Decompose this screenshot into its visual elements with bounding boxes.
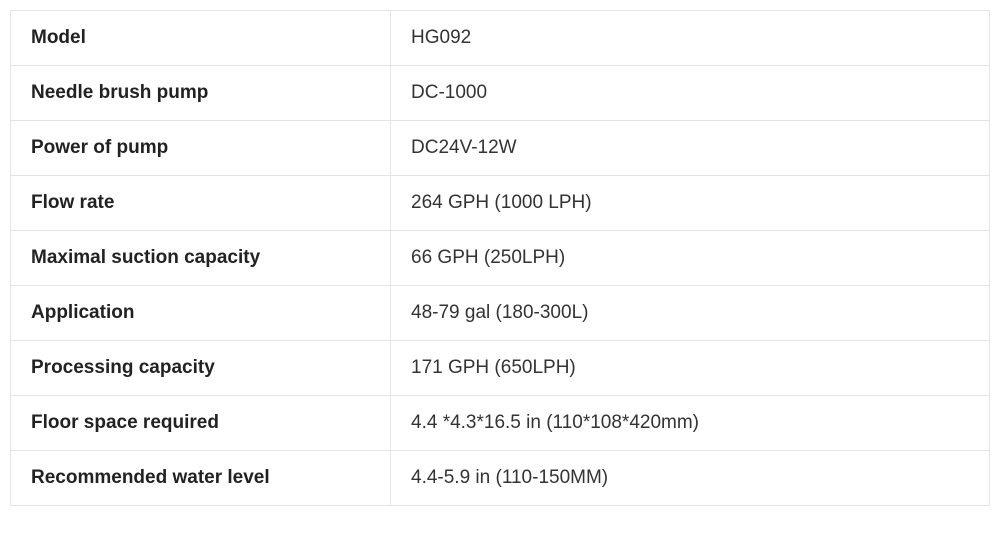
table-row: Model HG092 xyxy=(11,11,990,66)
spec-value: 66 GPH (250LPH) xyxy=(391,231,990,286)
spec-value: DC-1000 xyxy=(391,66,990,121)
spec-label: Model xyxy=(11,11,391,66)
spec-value: 171 GPH (650LPH) xyxy=(391,341,990,396)
table-row: Processing capacity 171 GPH (650LPH) xyxy=(11,341,990,396)
table-row: Flow rate 264 GPH (1000 LPH) xyxy=(11,176,990,231)
spec-label: Application xyxy=(11,286,391,341)
spec-label: Needle brush pump xyxy=(11,66,391,121)
spec-value: DC24V-12W xyxy=(391,121,990,176)
table-row: Floor space required 4.4 *4.3*16.5 in (1… xyxy=(11,396,990,451)
spec-value: 264 GPH (1000 LPH) xyxy=(391,176,990,231)
spec-label: Floor space required xyxy=(11,396,391,451)
table-row: Power of pump DC24V-12W xyxy=(11,121,990,176)
spec-value: 48-79 gal (180-300L) xyxy=(391,286,990,341)
spec-table-body: Model HG092 Needle brush pump DC-1000 Po… xyxy=(11,11,990,506)
spec-label: Flow rate xyxy=(11,176,391,231)
table-row: Maximal suction capacity 66 GPH (250LPH) xyxy=(11,231,990,286)
spec-label: Maximal suction capacity xyxy=(11,231,391,286)
spec-value: 4.4 *4.3*16.5 in (110*108*420mm) xyxy=(391,396,990,451)
spec-label: Recommended water level xyxy=(11,451,391,506)
table-row: Recommended water level 4.4-5.9 in (110-… xyxy=(11,451,990,506)
spec-value: HG092 xyxy=(391,11,990,66)
spec-table: Model HG092 Needle brush pump DC-1000 Po… xyxy=(10,10,990,506)
table-row: Needle brush pump DC-1000 xyxy=(11,66,990,121)
spec-label: Power of pump xyxy=(11,121,391,176)
spec-label: Processing capacity xyxy=(11,341,391,396)
spec-value: 4.4-5.9 in (110-150MM) xyxy=(391,451,990,506)
table-row: Application 48-79 gal (180-300L) xyxy=(11,286,990,341)
